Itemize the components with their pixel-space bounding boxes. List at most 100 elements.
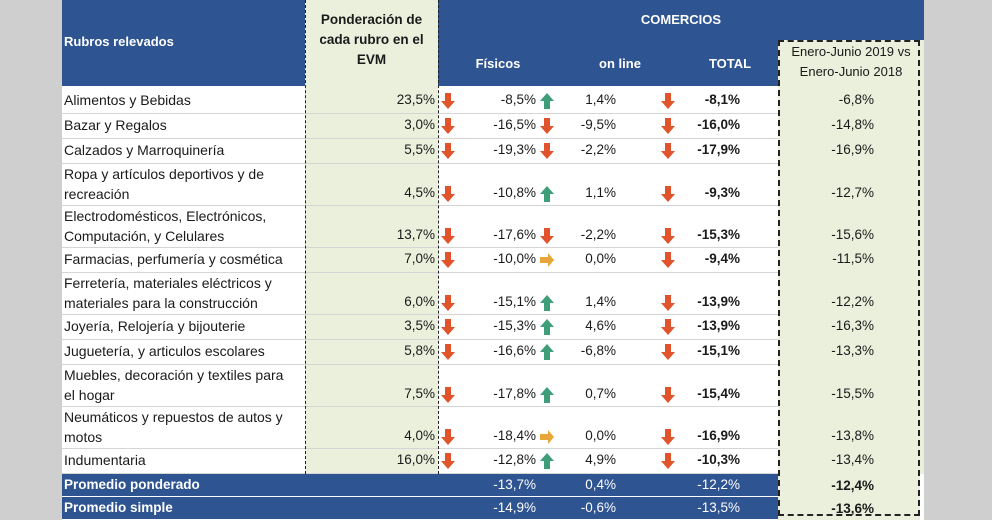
- footer-row-bg: [62, 474, 778, 496]
- comparison-value: -6,8%: [838, 91, 874, 107]
- header-comparison-line-1: Enero-Junio 2019 vs: [791, 44, 911, 59]
- row-label: motos: [64, 429, 103, 445]
- row-label: Juguetería, y articulos escolares: [64, 342, 265, 359]
- fisicos-value: -17,6%: [493, 227, 536, 242]
- footer-total-value: -12,2%: [697, 477, 740, 492]
- comparison-value: -15,5%: [831, 386, 874, 401]
- up-arrow-icon: [539, 318, 555, 336]
- header-total: TOTAL: [708, 56, 752, 71]
- total-value: -15,4%: [697, 386, 740, 401]
- header-comercios: COMERCIOS: [640, 12, 722, 27]
- footer-online-value: 0,4%: [585, 477, 616, 492]
- header-comparison-line-2: Enero-Junio 2018: [799, 64, 903, 79]
- total-value: -15,3%: [697, 227, 740, 242]
- comparison-value: -13,8%: [831, 428, 874, 443]
- ponderacion-value: 23,5%: [396, 91, 435, 107]
- down-arrow-icon: [660, 294, 676, 312]
- ponderacion-column-bg: [305, 0, 438, 474]
- total-value: -15,1%: [697, 342, 740, 358]
- down-arrow-icon: [660, 343, 676, 361]
- row-label: Calzados y Marroquinería: [64, 141, 225, 158]
- fisicos-value: -8,5%: [500, 91, 536, 107]
- comparison-value: -13,3%: [831, 342, 874, 358]
- header-ponderacion-line-1: Ponderación de: [320, 12, 423, 27]
- up-arrow-icon: [539, 343, 555, 361]
- divider-right: [438, 0, 439, 474]
- down-arrow-icon: [440, 452, 456, 470]
- fisicos-value: -10,0%: [493, 250, 536, 266]
- fisicos-value: -18,4%: [493, 428, 536, 443]
- row-label: Bazar y Regalos: [64, 116, 167, 133]
- footer-total-value: -13,5%: [697, 500, 740, 515]
- comparison-value: -13,4%: [831, 451, 874, 467]
- footer-fisicos-value: -13,7%: [493, 477, 536, 492]
- online-value: 0,0%: [585, 250, 616, 266]
- online-value: 0,0%: [585, 428, 616, 443]
- header-online: on line: [599, 56, 641, 71]
- online-value: 4,6%: [585, 317, 616, 333]
- fisicos-value: -16,6%: [493, 342, 536, 358]
- total-value: -9,3%: [704, 185, 740, 200]
- comparison-value: -12,7%: [831, 185, 874, 200]
- header-rubros: Rubros relevados: [64, 34, 174, 49]
- up-arrow-icon: [539, 294, 555, 312]
- total-value: -16,0%: [697, 116, 740, 132]
- row-label: Muebles, decoración y textiles para: [64, 367, 284, 383]
- online-value: -6,8%: [580, 342, 616, 358]
- row-label: el hogar: [64, 387, 115, 403]
- ponderacion-value: 6,0%: [404, 294, 435, 309]
- comparison-value: -16,9%: [831, 141, 874, 157]
- footer-row-bg: [62, 497, 778, 519]
- down-arrow-icon: [660, 386, 676, 404]
- comparison-value: -14,8%: [831, 116, 874, 132]
- fisicos-value: -17,8%: [493, 386, 536, 401]
- down-arrow-icon: [440, 142, 456, 160]
- ponderacion-value: 3,0%: [404, 116, 435, 132]
- right-arrow-icon: [539, 251, 555, 269]
- footer-online-value: -0,6%: [580, 500, 616, 515]
- ponderacion-value: 16,0%: [396, 451, 435, 467]
- footer-fisicos-value: -14,9%: [493, 500, 536, 515]
- online-value: -2,2%: [580, 141, 616, 157]
- comparison-box: [778, 40, 920, 516]
- online-value: -2,2%: [580, 227, 616, 242]
- row-divider: [62, 247, 778, 248]
- comparison-value: -16,3%: [831, 317, 874, 333]
- down-arrow-icon: [539, 227, 555, 245]
- down-arrow-icon: [660, 251, 676, 269]
- up-arrow-icon: [539, 185, 555, 203]
- header-ponderacion: Ponderación de cada rubro en el EVM: [305, 10, 438, 70]
- header-ponderacion-line-3: EVM: [356, 52, 387, 67]
- row-divider: [62, 163, 778, 164]
- header-fisicos: Físicos: [475, 56, 521, 71]
- row-divider: [62, 272, 778, 273]
- down-arrow-icon: [440, 343, 456, 361]
- total-value: -16,9%: [697, 428, 740, 443]
- header-bg-subcols: [438, 40, 778, 86]
- down-arrow-icon: [440, 227, 456, 245]
- total-value: -13,9%: [697, 317, 740, 333]
- down-arrow-icon: [660, 142, 676, 160]
- row-label: Indumentaria: [64, 451, 146, 468]
- down-arrow-icon: [539, 142, 555, 160]
- down-arrow-icon: [440, 251, 456, 269]
- ponderacion-value: 3,5%: [404, 317, 435, 333]
- online-value: 0,7%: [585, 386, 616, 401]
- ponderacion-value: 5,8%: [404, 342, 435, 358]
- down-arrow-icon: [660, 117, 676, 135]
- up-arrow-icon: [539, 452, 555, 470]
- comparison-value: -11,5%: [832, 250, 874, 266]
- row-label: Ferretería, materiales eléctricos y: [64, 275, 272, 291]
- row-divider: [62, 406, 778, 407]
- row-divider: [62, 205, 778, 206]
- online-value: 4,9%: [585, 451, 616, 467]
- row-divider: [62, 339, 778, 340]
- online-value: 1,4%: [585, 294, 616, 309]
- online-value: -9,5%: [580, 116, 616, 132]
- total-value: -8,1%: [704, 91, 740, 107]
- header-comparison: Enero-Junio 2019 vs Enero-Junio 2018: [778, 42, 924, 82]
- down-arrow-icon: [440, 294, 456, 312]
- down-arrow-icon: [660, 227, 676, 245]
- ponderacion-value: 4,5%: [404, 185, 435, 200]
- down-arrow-icon: [440, 318, 456, 336]
